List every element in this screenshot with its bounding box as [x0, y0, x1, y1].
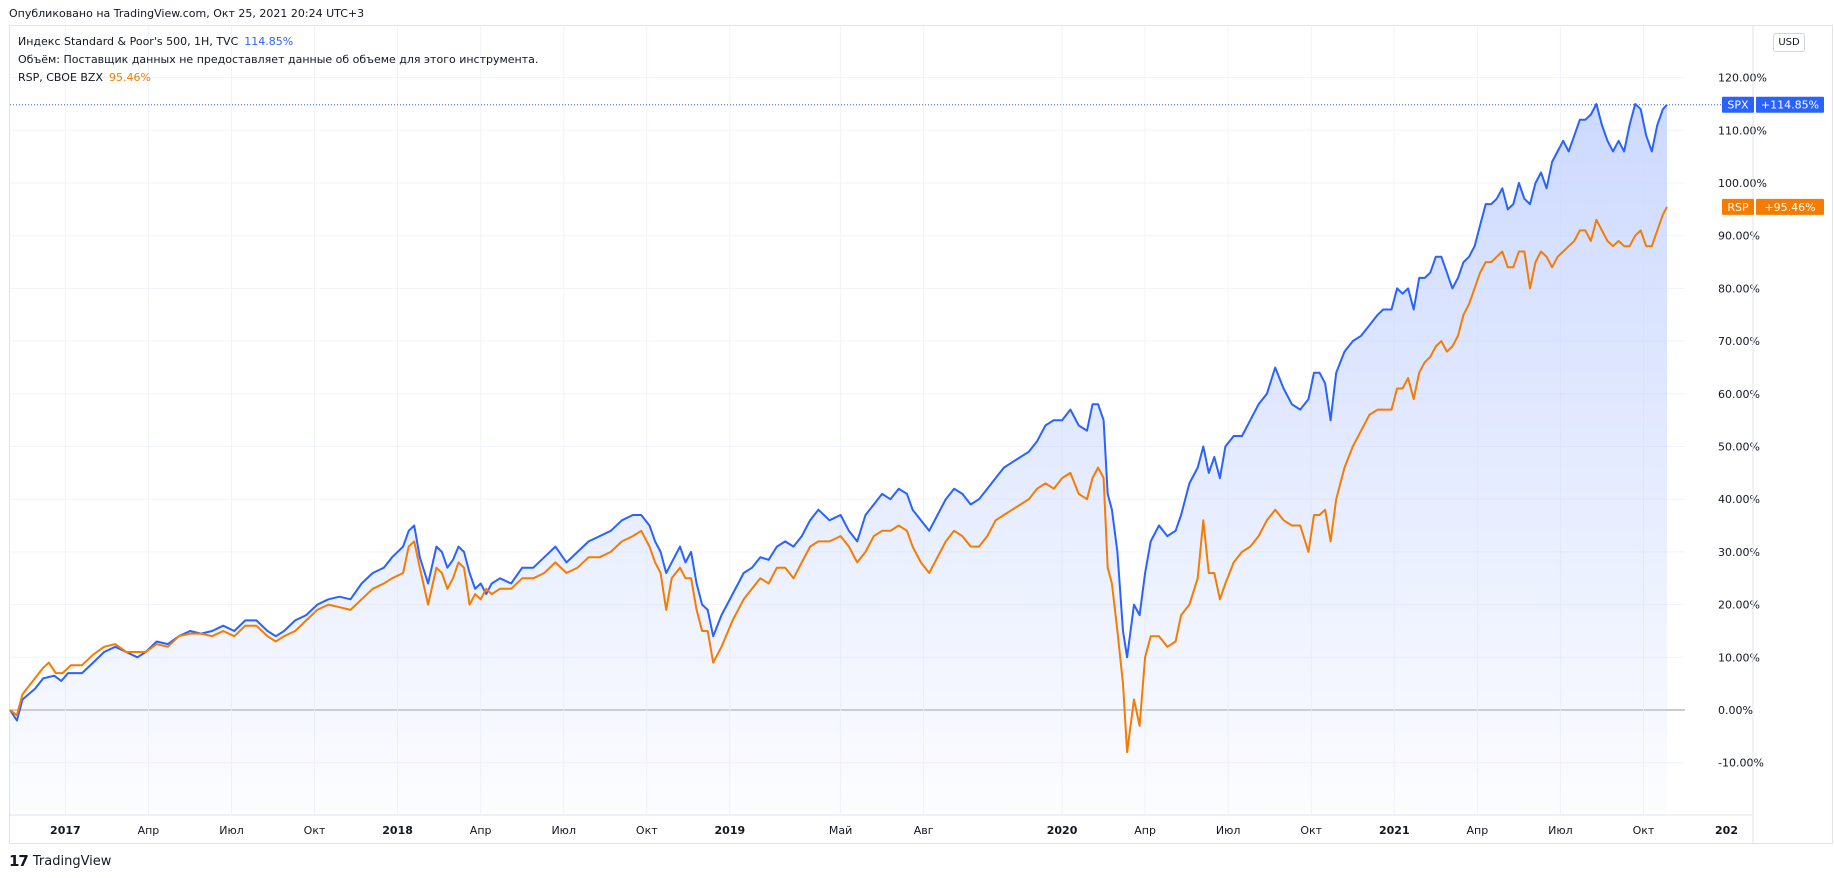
- x-tick-label: 202: [1715, 824, 1738, 837]
- x-tick-label: Окт: [1633, 824, 1655, 837]
- spx-tag-label: SPX: [1727, 99, 1749, 112]
- spx-area-fill: [10, 104, 1667, 815]
- x-tick-label: 2021: [1379, 824, 1410, 837]
- tradingview-logo-icon: 17: [9, 852, 29, 870]
- x-tick-label: Июл: [1216, 824, 1241, 837]
- y-tick-label: 40.00%: [1718, 493, 1760, 506]
- rsp-tag-box: [1722, 198, 1754, 215]
- x-tick-label: 2018: [382, 824, 413, 837]
- y-tick-label: 20.00%: [1718, 599, 1760, 612]
- x-tick-label: Июл: [1548, 824, 1573, 837]
- rsp-value-label: +95.46%: [1764, 201, 1815, 214]
- axis-layer: 120.00% 110.00% 100.00% 90.00% 80.00% 70.00% 6…: [10, 26, 1767, 843]
- x-tick-label: Окт: [636, 824, 658, 837]
- y-tick-label: 60.00%: [1718, 388, 1760, 401]
- legend-main-row[interactable]: Индекс Standard & Poor's 500, 1Н, TVC 114…: [18, 33, 538, 51]
- x-tick-label: 2019: [715, 824, 746, 837]
- legend-compare-label: RSP, CBOE BZX: [18, 71, 104, 84]
- footer-brand[interactable]: 17 TradingView: [9, 852, 111, 870]
- lines-layer: [9, 103, 1668, 754]
- rsp-series-line: [9, 206, 1668, 754]
- spx-tag-box: [1722, 96, 1754, 113]
- x-tick-label: Июл: [219, 824, 244, 837]
- spx-value-box: [1756, 96, 1824, 113]
- x-tick-label: Окт: [1300, 824, 1322, 837]
- x-tick-label: Авг: [914, 824, 934, 837]
- x-tick-label: Апр: [138, 824, 160, 837]
- x-tick-label: Апр: [1134, 824, 1156, 837]
- legend-compare-row[interactable]: RSP, CBOE BZX 95.46%: [18, 69, 538, 87]
- y-tick-label: 80.00%: [1718, 282, 1760, 295]
- currency-button[interactable]: USD: [1773, 33, 1805, 52]
- legend-compare-value: 95.46%: [109, 71, 151, 84]
- x-tick-label: Апр: [1467, 824, 1489, 837]
- x-tick-label: Июл: [551, 824, 576, 837]
- legend-main-value: 114.85%: [244, 35, 294, 48]
- area-layer: [10, 104, 1725, 815]
- chart-legend: Индекс Standard & Poor's 500, 1Н, TVC 114…: [18, 33, 538, 87]
- x-tick-label: 2020: [1047, 824, 1078, 837]
- x-tick-label: Окт: [304, 824, 326, 837]
- y-tick-label: 70.00%: [1718, 335, 1760, 348]
- published-caption: Опубликовано на TradingView.com, Окт 25,…: [9, 7, 365, 20]
- y-tick-label: 50.00%: [1718, 441, 1760, 454]
- legend-volume-text: Объём: Поставщик данных не предоставляет…: [18, 53, 539, 66]
- legend-volume-row: Объём: Поставщик данных не предоставляет…: [18, 51, 538, 69]
- legend-main-label: Индекс Standard & Poor's 500, 1Н, TVC: [18, 35, 239, 48]
- spx-series-line: [9, 103, 1668, 722]
- x-tick-label: Май: [829, 824, 852, 837]
- tradingview-brand-label: TradingView: [32, 853, 112, 869]
- y-tick-label: 10.00%: [1718, 651, 1760, 664]
- tag-layer: SPX +114.85% RSP +95.46%: [1722, 96, 1824, 215]
- x-tick-label: Апр: [470, 824, 492, 837]
- spx-value-label: +114.85%: [1761, 99, 1819, 112]
- y-tick-label: 120.00%: [1718, 72, 1767, 85]
- x-tick-label: 2017: [50, 824, 81, 837]
- y-tick-label: 100.00%: [1718, 177, 1767, 190]
- rsp-tag-label: RSP: [1727, 201, 1749, 214]
- y-tick-label: 0.00%: [1718, 704, 1753, 717]
- y-tick-label: 90.00%: [1718, 230, 1760, 243]
- y-tick-label: 110.00%: [1718, 124, 1767, 137]
- y-tick-label: -10.00%: [1718, 757, 1764, 770]
- y-tick-label: 30.00%: [1718, 546, 1760, 559]
- rsp-value-box: [1756, 198, 1824, 215]
